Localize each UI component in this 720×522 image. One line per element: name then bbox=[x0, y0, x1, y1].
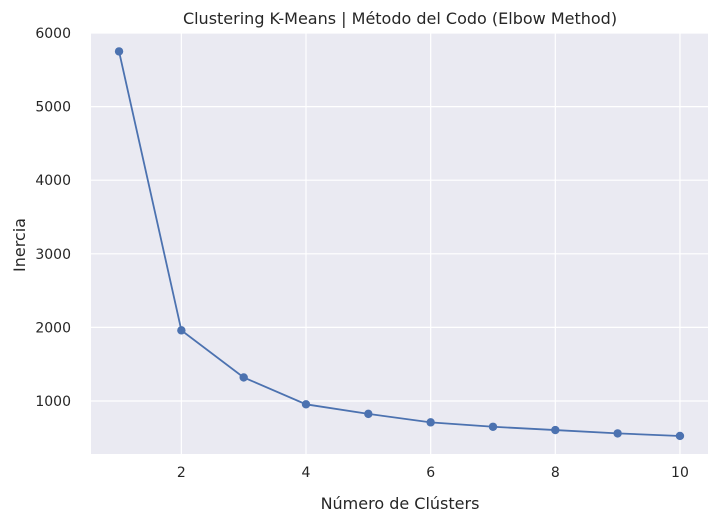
y-tick-label: 3000 bbox=[35, 247, 71, 263]
data-point bbox=[613, 429, 622, 438]
x-tick-label: 8 bbox=[551, 465, 560, 481]
y-tick-label: 6000 bbox=[35, 26, 71, 42]
data-point bbox=[364, 409, 373, 419]
data-point bbox=[239, 373, 248, 382]
grid-lines bbox=[91, 32, 708, 454]
x-tick-label: 4 bbox=[302, 465, 311, 481]
series-line bbox=[118, 51, 680, 437]
y-tick-label: 2000 bbox=[35, 320, 71, 336]
x-axis-label: Número de Clústers bbox=[321, 494, 480, 513]
data-point bbox=[426, 418, 435, 427]
y-tick-label: 1000 bbox=[35, 394, 71, 410]
data-point bbox=[301, 400, 311, 409]
data-point bbox=[551, 425, 560, 435]
y-tick-label: 5000 bbox=[35, 100, 71, 116]
data-points bbox=[114, 47, 685, 441]
plot-background bbox=[91, 33, 708, 454]
y-axis-label: Inercia bbox=[10, 218, 29, 272]
x-tick-labels: 2 4 6 8 10 bbox=[177, 465, 689, 481]
data-point bbox=[488, 422, 498, 431]
x-tick-label: 6 bbox=[426, 465, 435, 481]
x-tick-label: 10 bbox=[671, 465, 689, 481]
x-tick-label: 2 bbox=[177, 465, 186, 481]
y-tick-label: 4000 bbox=[35, 173, 71, 189]
data-point bbox=[114, 47, 124, 56]
data-point bbox=[177, 326, 186, 335]
chart-title: Clustering K-Means | Método del Codo (El… bbox=[183, 9, 617, 28]
y-tick-labels: 1000 2000 3000 4000 5000 6000 bbox=[35, 26, 71, 410]
data-point bbox=[675, 431, 685, 441]
